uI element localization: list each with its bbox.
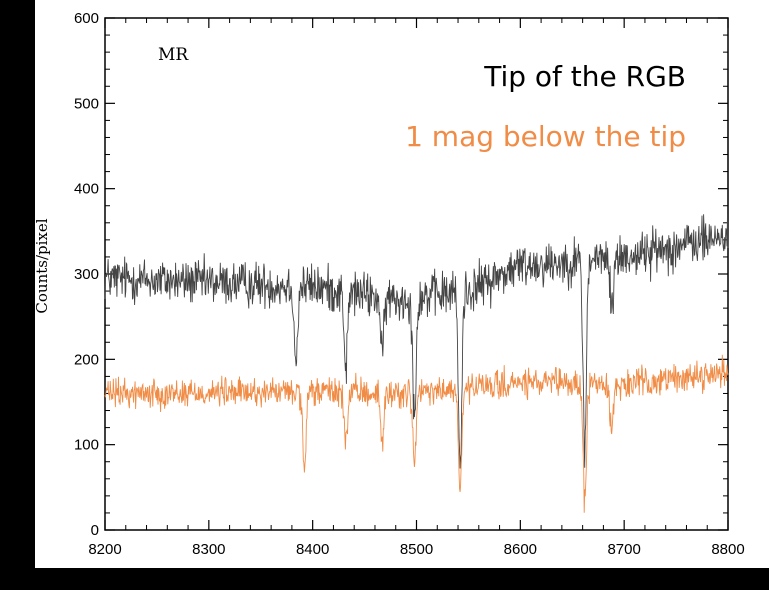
y-tick-label: 100	[74, 437, 99, 454]
y-axis-label-line-2: Counts/pixel	[33, 218, 51, 313]
bottom-black-strip	[0, 568, 769, 590]
x-tick-label: 8300	[192, 541, 225, 558]
y-tick-label: 500	[74, 95, 99, 112]
x-tick-label: 8500	[400, 541, 433, 558]
x-tick-label: 8200	[88, 541, 121, 558]
y-tick-label: 0	[91, 522, 99, 539]
y-axis-label-line-1: Counts/pixel	[17, 218, 35, 313]
series-line-tip-of-rgb	[104, 214, 729, 469]
series-line-1-mag-below	[104, 354, 729, 513]
x-tick-label: 8700	[607, 541, 640, 558]
y-tick-label: 400	[74, 181, 99, 198]
panel-label: MR	[158, 45, 189, 65]
left-black-bar	[0, 0, 35, 590]
x-tick-label: 8400	[296, 541, 329, 558]
x-axis-label: Wavelenght [Å]	[358, 570, 474, 588]
y-tick-label: 300	[74, 266, 99, 283]
legend-entry-tip-of-rgb: Tip of the RGB	[483, 60, 686, 93]
x-tick-label: 8600	[504, 541, 537, 558]
x-tick-label: 8800	[711, 541, 744, 558]
y-tick-label: 600	[74, 10, 99, 27]
y-tick-label: 200	[74, 351, 99, 368]
legend-entry-1-mag-below: 1 mag below the tip	[405, 120, 686, 153]
